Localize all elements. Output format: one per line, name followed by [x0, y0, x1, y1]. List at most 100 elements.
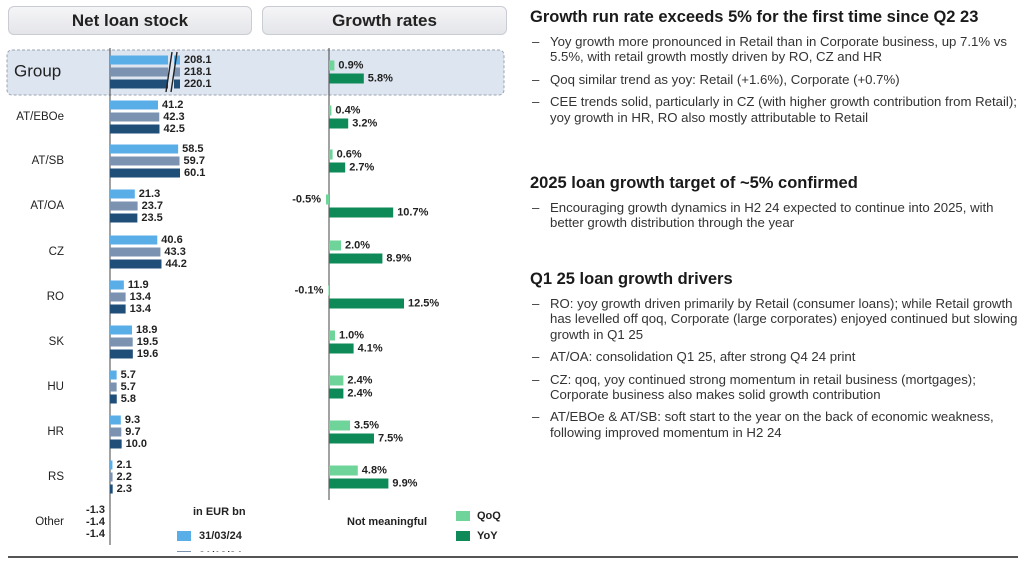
stock-value-label: 2.3 [117, 483, 132, 495]
legend-swatch [177, 551, 191, 552]
stock-value-label: 18.9 [136, 324, 157, 336]
stock-value-label: 218.1 [184, 66, 212, 78]
section-q1-drivers: Q1 25 loan growth drivers RO: yoy growth… [530, 270, 1018, 447]
growth-bar [329, 60, 335, 71]
growth-value-label: 3.5% [354, 419, 379, 431]
stock-bar [110, 337, 133, 347]
stock-bar [110, 213, 138, 223]
stock-value-label: 13.4 [130, 291, 152, 303]
bullet: Encouraging growth dynamics in H2 24 exp… [530, 200, 1018, 231]
growth-value-label: 10.7% [397, 206, 428, 218]
bullet: AT/EBOe & AT/SB: soft start to the year … [530, 409, 1018, 440]
stock-value-label: 19.6 [137, 348, 158, 360]
growth-bar [329, 330, 335, 341]
stock-bar [110, 189, 135, 199]
growth-value-label: 4.1% [358, 342, 383, 354]
stock-bar [110, 168, 180, 178]
category-label-group: Group [14, 61, 61, 80]
growth-bar [328, 285, 329, 296]
not-meaningful-label: Not meaningful [347, 516, 427, 528]
stock-bar [110, 484, 113, 494]
growth-bar [329, 118, 349, 129]
loan-chart: Group208.1218.1220.10.9%5.8%AT/EBOe41.24… [6, 48, 505, 552]
stock-value-label: 43.3 [164, 246, 185, 258]
category-label-hr: HR [47, 426, 64, 438]
stock-bar [110, 259, 162, 269]
section-growth-run-rate: Growth run rate exceeds 5% for the first… [530, 8, 1018, 132]
stock-bar [110, 304, 126, 314]
stock-value-label: 42.3 [163, 111, 184, 123]
bullet: RO: yoy growth driven primarily by Retai… [530, 296, 1018, 342]
bullet: CEE trends solid, particularly in CZ (wi… [530, 94, 1018, 125]
stock-bar [110, 394, 117, 404]
stock-bar [110, 415, 121, 425]
stock-bar [110, 79, 180, 89]
bullet: AT/OA: consolidation Q1 25, after strong… [530, 349, 1018, 365]
category-label-rs: RS [48, 471, 64, 483]
axis-break-mark [165, 51, 173, 93]
stock-value-label: 23.5 [141, 212, 162, 224]
section-title: Growth run rate exceeds 5% for the first… [530, 8, 979, 26]
stock-bar [110, 100, 158, 110]
stock-bar [110, 280, 124, 290]
stock-value-label: 2.2 [117, 471, 132, 483]
category-label-hu: HU [47, 381, 64, 393]
growth-bar [329, 465, 358, 476]
stock-bar [110, 325, 133, 335]
growth-bar [329, 343, 354, 354]
growth-bar [329, 105, 332, 116]
stock-value-label: 5.7 [121, 369, 136, 381]
growth-value-label: 8.9% [386, 252, 411, 264]
group-highlight-band [6, 49, 505, 96]
growth-value-label: 7.5% [378, 432, 403, 444]
growth-value-label: 2.4% [347, 387, 372, 399]
unit-label: in EUR bn [193, 506, 246, 518]
stock-value-label: -1.4 [86, 528, 106, 540]
growth-bar [326, 194, 329, 205]
legend-label: 31/12/24 [199, 550, 243, 552]
growth-value-label: 5.8% [368, 72, 393, 84]
stock-value-label: 44.2 [165, 258, 186, 270]
stock-bar [110, 439, 122, 449]
header-net-loan-stock: Net loan stock [8, 6, 252, 35]
stock-value-label: 2.1 [116, 459, 131, 471]
stock-bar [110, 382, 117, 392]
stock-bar [110, 124, 160, 134]
legend-label: YoY [477, 530, 498, 542]
stock-value-label: 5.7 [121, 381, 136, 393]
legend-swatch [456, 511, 470, 521]
section-title: 2025 loan growth target of ~5% confirmed [530, 174, 858, 192]
growth-bar [329, 253, 383, 264]
growth-bar [329, 433, 374, 444]
section-2025-target: 2025 loan growth target of ~5% confirmed… [530, 174, 1018, 238]
legend-swatch [456, 531, 470, 541]
stock-value-label: 9.7 [125, 426, 140, 438]
stock-bar [110, 144, 179, 154]
legend-swatch [177, 531, 191, 541]
stock-value-label: 21.3 [139, 188, 160, 200]
stock-value-label: -1.4 [86, 516, 106, 528]
growth-value-label: 0.9% [338, 59, 363, 71]
stock-value-label: 59.7 [184, 155, 205, 167]
axis-break-mark [170, 51, 178, 93]
stock-value-label: 60.1 [184, 167, 205, 179]
growth-bar [329, 298, 404, 309]
stock-value-label: 5.8 [121, 393, 136, 405]
growth-bar [329, 388, 344, 399]
growth-value-label: 0.6% [337, 148, 362, 160]
stock-value-label: 40.6 [161, 234, 182, 246]
stock-bar [110, 292, 126, 302]
stock-value-label: 220.1 [184, 78, 212, 90]
stock-bar [110, 112, 160, 122]
growth-value-label: 9.9% [392, 477, 417, 489]
growth-bar [329, 207, 394, 218]
growth-value-label: 12.5% [408, 297, 439, 309]
stock-value-label: -1.3 [86, 504, 105, 516]
bullet: Qoq similar trend as yoy: Retail (+1.6%)… [530, 72, 1018, 88]
growth-bar [329, 162, 346, 173]
stock-bar [110, 156, 180, 166]
section-title: Q1 25 loan growth drivers [530, 270, 733, 288]
axis-break-gap [168, 52, 174, 92]
growth-value-label: -0.1% [295, 284, 324, 296]
growth-value-label: 2.7% [349, 161, 374, 173]
